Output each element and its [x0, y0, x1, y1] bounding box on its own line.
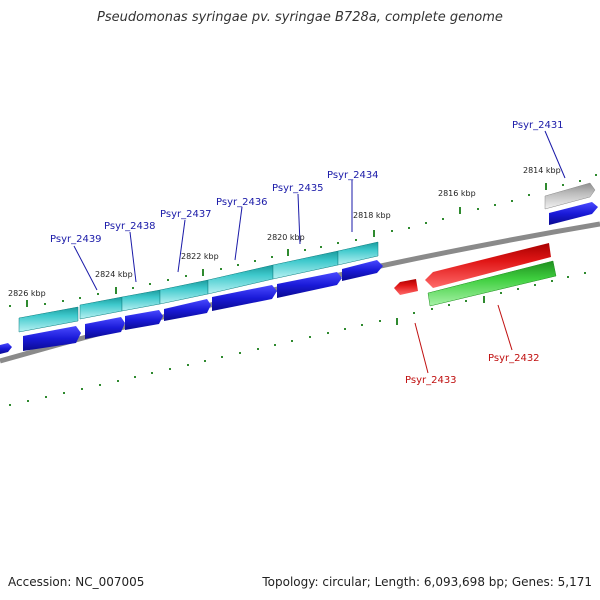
leader-line [177, 219, 186, 273]
gene-highlight[interactable] [427, 260, 557, 307]
gene-labels: Psyr_2439 Psyr_2438 Psyr_2437 Psyr_2436 … [50, 120, 564, 386]
kbp-label: 2822 kbp [181, 252, 219, 261]
gene-highlight[interactable] [337, 241, 379, 266]
label-leaders [73, 130, 566, 374]
kbp-label: 2814 kbp [523, 166, 561, 175]
upper-tick-row [9, 174, 597, 307]
gene-label[interactable]: Psyr_2435 [272, 183, 324, 194]
leader-line [234, 206, 243, 261]
leader-line [414, 322, 429, 374]
gene-arrow[interactable] [549, 202, 598, 225]
gene-arrow[interactable] [425, 243, 551, 288]
gene-label[interactable]: Psyr_2431 [512, 120, 564, 131]
leader-line [297, 193, 301, 245]
leader-line [73, 245, 98, 291]
genome-summary-text: Topology: circular; Length: 6,093,698 bp… [262, 575, 592, 589]
reverse-gene-track [394, 243, 551, 295]
gene-label[interactable]: Psyr_2433 [405, 375, 457, 386]
accession-text: Accession: NC_007005 [8, 575, 145, 589]
forward-highlight-track [18, 241, 379, 333]
gene-arrow[interactable] [212, 285, 277, 311]
gene-label[interactable]: Psyr_2439 [50, 234, 102, 245]
gene-highlight[interactable] [79, 296, 123, 320]
gene-label[interactable]: Psyr_2438 [104, 221, 156, 232]
gene-arrow[interactable] [125, 310, 163, 330]
forward-gene-track [0, 202, 598, 354]
gene-arrow[interactable] [164, 299, 211, 321]
kbp-label: 2824 kbp [95, 270, 133, 279]
gene-highlight[interactable] [159, 279, 209, 305]
kbp-label: 2816 kbp [438, 189, 476, 198]
gene-arrow-gray[interactable] [544, 182, 596, 210]
gene-label[interactable]: Psyr_2436 [216, 197, 268, 208]
kbp-label: 2826 kbp [8, 289, 46, 298]
gene-highlight[interactable] [121, 289, 161, 312]
kbp-scale-labels: 2826 kbp 2824 kbp 2822 kbp 2820 kbp 2818… [8, 166, 561, 298]
gene-arrow[interactable] [394, 279, 418, 295]
lower-tick-row [9, 272, 586, 406]
gene-label[interactable]: Psyr_2437 [160, 209, 212, 220]
leader-line [497, 304, 513, 351]
leader-line [544, 130, 566, 179]
kbp-label: 2820 kbp [267, 233, 305, 242]
gene-arrow[interactable] [0, 343, 12, 354]
gene-highlight[interactable] [18, 306, 79, 333]
gene-arrow[interactable] [277, 272, 342, 298]
genome-title: Pseudomonas syringae pv. syringae B728a,… [97, 10, 503, 25]
gene-arrow[interactable] [85, 317, 125, 339]
gene-arrow[interactable] [23, 326, 81, 351]
gene-label[interactable]: Psyr_2434 [327, 170, 379, 181]
kbp-label: 2818 kbp [353, 211, 391, 220]
leader-line [129, 231, 137, 283]
gene-label[interactable]: Psyr_2432 [488, 353, 540, 364]
gene-arrow[interactable] [342, 260, 383, 281]
